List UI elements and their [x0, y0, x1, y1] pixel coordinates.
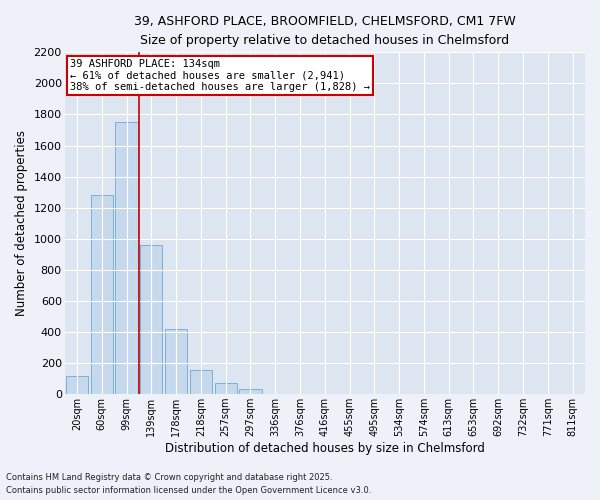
- Bar: [115, 122, 137, 394]
- Text: 39 ASHFORD PLACE: 134sqm
← 61% of detached houses are smaller (2,941)
38% of sem: 39 ASHFORD PLACE: 134sqm ← 61% of detach…: [70, 59, 370, 92]
- Bar: [91, 196, 113, 394]
- Text: Contains HM Land Registry data © Crown copyright and database right 2025.
Contai: Contains HM Land Registry data © Crown c…: [6, 474, 371, 495]
- Y-axis label: Number of detached properties: Number of detached properties: [15, 130, 28, 316]
- Bar: [140, 245, 163, 394]
- Bar: [66, 376, 88, 394]
- Bar: [239, 388, 262, 394]
- X-axis label: Distribution of detached houses by size in Chelmsford: Distribution of detached houses by size …: [165, 442, 485, 455]
- Title: 39, ASHFORD PLACE, BROOMFIELD, CHELMSFORD, CM1 7FW
Size of property relative to : 39, ASHFORD PLACE, BROOMFIELD, CHELMSFOR…: [134, 15, 515, 47]
- Bar: [215, 384, 237, 394]
- Bar: [190, 370, 212, 394]
- Bar: [165, 329, 187, 394]
